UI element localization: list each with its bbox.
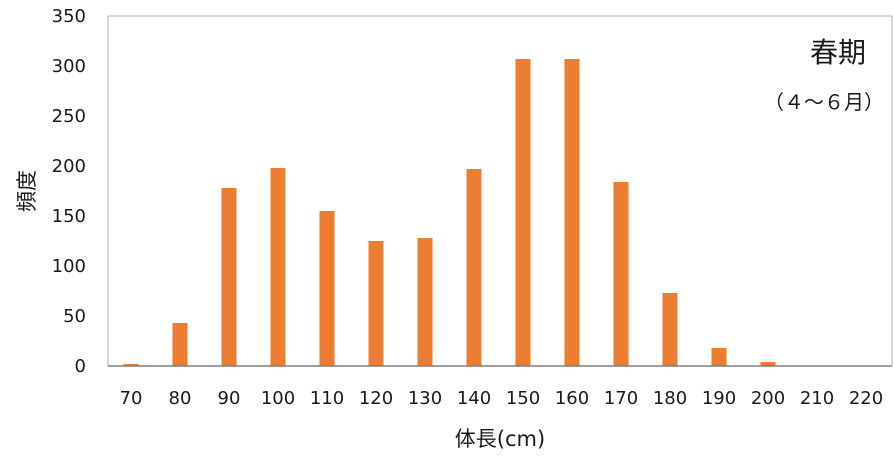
bar-150	[515, 59, 531, 366]
x-tick-160: 160	[555, 388, 589, 409]
bar-200	[760, 362, 776, 366]
y-tick-350: 350	[52, 6, 86, 27]
bar-160	[564, 59, 580, 366]
x-axis-title: 体長(cm)	[455, 427, 545, 451]
bar-190	[711, 348, 727, 366]
bar-120	[368, 241, 384, 366]
bar-70	[123, 364, 139, 366]
x-tick-130: 130	[408, 388, 442, 409]
x-tick-200: 200	[751, 388, 785, 409]
y-tick-150: 150	[52, 206, 86, 227]
x-tick-labels: 70 80 90 100 110 120 130 140 150 160 170 180 190 200 2…	[120, 388, 884, 409]
x-tick-70: 70	[120, 388, 143, 409]
y-tick-300: 300	[52, 56, 86, 77]
y-axis-title: 頻度	[15, 170, 39, 212]
bar-170	[613, 182, 629, 366]
x-tick-190: 190	[702, 388, 736, 409]
bar-130	[417, 238, 433, 366]
x-tick-140: 140	[457, 388, 491, 409]
x-tick-100: 100	[261, 388, 295, 409]
x-tick-80: 80	[169, 388, 192, 409]
x-tick-180: 180	[653, 388, 687, 409]
season-title: 春期	[810, 36, 866, 69]
y-tick-0: 0	[75, 356, 86, 377]
season-subtitle: （４～６月）	[764, 90, 884, 114]
y-tick-100: 100	[52, 256, 86, 277]
x-tick-120: 120	[359, 388, 393, 409]
y-tick-50: 50	[63, 306, 86, 327]
y-tick-labels: 0 50 100 150 200 250 300 350	[52, 6, 86, 377]
x-tick-110: 110	[310, 388, 344, 409]
bar-180	[662, 293, 678, 366]
bar-80	[172, 323, 188, 366]
x-tick-210: 210	[800, 388, 834, 409]
bar-100	[270, 168, 286, 366]
bar-110	[319, 211, 335, 366]
x-tick-150: 150	[506, 388, 540, 409]
bar-90	[221, 188, 237, 366]
bar-140	[466, 169, 482, 366]
x-tick-90: 90	[218, 388, 241, 409]
bars-layer	[123, 59, 776, 366]
x-tick-170: 170	[604, 388, 638, 409]
y-tick-250: 250	[52, 106, 86, 127]
x-tick-220: 220	[849, 388, 883, 409]
y-tick-200: 200	[52, 156, 86, 177]
